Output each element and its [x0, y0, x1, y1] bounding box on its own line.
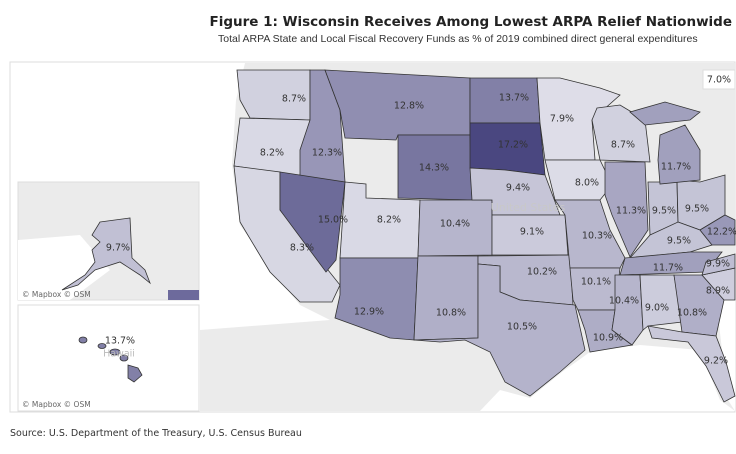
state-label-SD: 17.2%: [498, 140, 528, 151]
state-label-IN: 9.5%: [652, 206, 676, 217]
state-label-NE: 9.4%: [506, 183, 530, 194]
state-label-IA: 8.0%: [575, 178, 599, 189]
country-label: United States: [491, 201, 566, 214]
state-label-WY: 14.3%: [419, 163, 449, 174]
state-label-NC: 9.9%: [706, 259, 730, 270]
state-AK[interactable]: [61, 217, 151, 291]
state-WV[interactable]: [699, 214, 736, 246]
state-label-MS: 10.4%: [609, 296, 639, 307]
state-IL[interactable]: [604, 161, 649, 258]
state-GA[interactable]: [673, 274, 725, 337]
state-label-GA: 10.8%: [677, 308, 707, 319]
map-credit: © Mapbox © OSM: [22, 290, 91, 299]
state-label-ND: 13.7%: [499, 93, 529, 104]
figure-title: Figure 1: Wisconsin Receives Among Lowes…: [209, 14, 732, 30]
source-note: Source: U.S. Department of the Treasury,…: [10, 428, 302, 439]
state-MI[interactable]: [657, 124, 701, 185]
callout-box: 7.0%: [702, 69, 736, 90]
state-label-AK: 9.7%: [106, 243, 130, 254]
state-label-CO: 10.4%: [440, 219, 470, 230]
state-HI[interactable]: [78, 336, 143, 383]
state-label-WV: 12.2%: [707, 227, 736, 238]
state-NC[interactable]: [701, 253, 736, 276]
state-FL[interactable]: [647, 325, 736, 403]
state-AL[interactable]: [639, 274, 683, 331]
state-label-WA: 8.7%: [282, 94, 306, 105]
pacific-ocean: [200, 63, 330, 330]
state-label-OK: 10.2%: [527, 267, 557, 278]
alaska-inset[interactable]: 9.7% © Mapbox © OSM: [17, 181, 200, 301]
state-MI[interactable]: [629, 101, 701, 126]
state-label-KS: 9.1%: [520, 227, 544, 238]
callout-value: 7.0%: [707, 75, 731, 86]
hawaii-inset[interactable]: 13.7% Hawaii © Mapbox © OSM: [17, 304, 200, 412]
state-label-MT: 12.8%: [394, 101, 424, 112]
state-label-HI: 13.7%: [105, 336, 135, 347]
state-label-LA: 10.9%: [593, 333, 623, 344]
state-label-WI: 8.7%: [611, 140, 635, 151]
state-label-MO: 10.3%: [582, 231, 612, 242]
state-label-OR: 8.2%: [260, 148, 284, 159]
state-label-CA: 8.3%: [290, 243, 314, 254]
state-label-OH: 9.5%: [685, 204, 709, 215]
state-TX[interactable]: [413, 263, 586, 397]
state-label-UT: 8.2%: [377, 215, 401, 226]
state-label-MN: 7.9%: [550, 114, 574, 125]
state-label-IL: 11.3%: [616, 206, 646, 217]
state-MO[interactable]: [554, 199, 626, 269]
state-label-FL: 9.2%: [704, 356, 728, 367]
state-label-SC: 8.9%: [706, 286, 730, 297]
gulf-of-mexico: [480, 345, 735, 411]
state-label-ID: 12.3%: [312, 148, 342, 159]
figure-subtitle: Total ARPA State and Local Fiscal Recove…: [218, 33, 698, 45]
map-credit: © Mapbox © OSM: [22, 400, 91, 409]
state-NV[interactable]: [279, 171, 346, 273]
place-label-hawaii: Hawaii: [103, 349, 135, 360]
state-label-NM: 10.8%: [436, 308, 466, 319]
state-label-MI: 11.7%: [661, 162, 691, 173]
state-NM[interactable]: [413, 255, 479, 341]
state-label-AZ: 12.9%: [354, 307, 384, 318]
state-label-NV: 15.0%: [318, 215, 348, 226]
state-label-AL: 9.0%: [645, 303, 669, 314]
state-WI[interactable]: [591, 104, 651, 163]
state-label-KY: 9.5%: [667, 236, 691, 247]
state-label-TX: 10.5%: [507, 322, 537, 333]
state-label-TN: 11.7%: [653, 263, 683, 274]
state-label-AR: 10.1%: [581, 277, 611, 288]
